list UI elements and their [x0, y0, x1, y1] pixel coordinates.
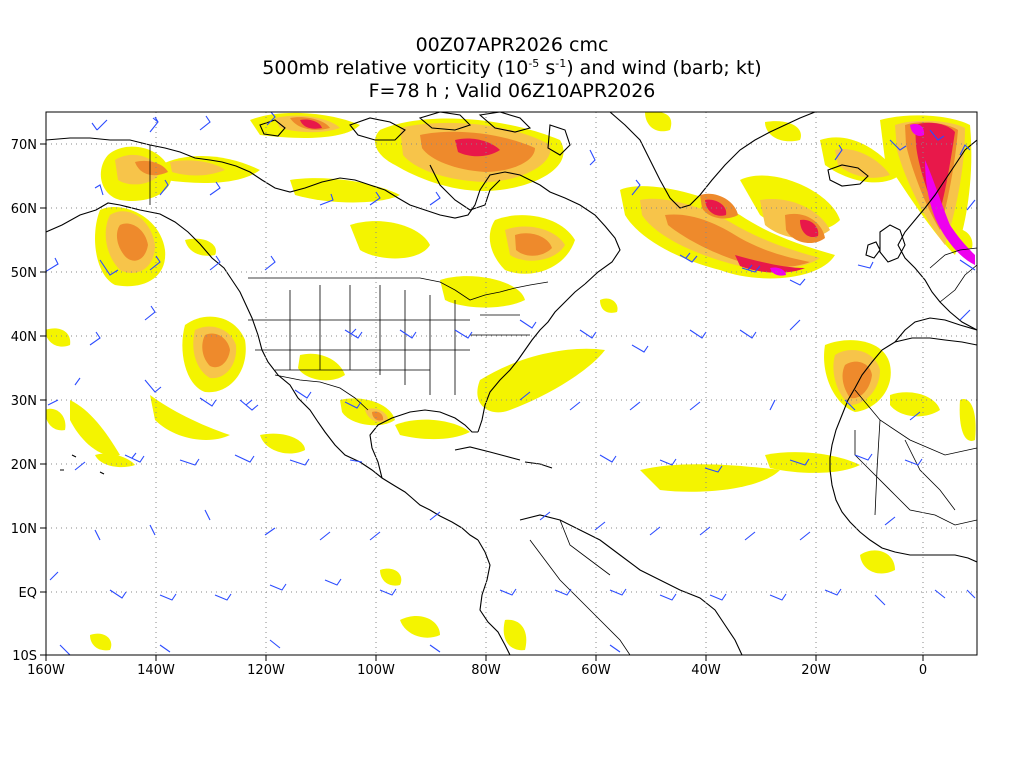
coast-africa-west — [829, 337, 977, 563]
lon-label: 20W — [801, 663, 831, 678]
lon-label: 80W — [471, 663, 501, 678]
lon-label: 0 — [919, 663, 927, 678]
title-exponent-1: -5 — [528, 57, 540, 70]
lon-label: 120W — [247, 663, 285, 678]
lat-label: 70N — [11, 138, 37, 153]
coast-canada-east — [46, 137, 621, 285]
coastlines — [46, 112, 977, 655]
border-europe — [929, 247, 977, 303]
lat-label: 40N — [11, 330, 37, 345]
coast-caribbean-cuba — [454, 446, 553, 469]
wind-barbs — [46, 112, 976, 655]
lat-label: 30N — [11, 394, 37, 409]
lon-label: 100W — [357, 663, 395, 678]
title-line-2-pre: 500mb relative vorticity (10 — [262, 57, 529, 79]
title-exponent-2: -1 — [555, 57, 567, 70]
border-south-america — [529, 519, 631, 655]
lon-label: 60W — [581, 663, 611, 678]
coast-british-isles — [865, 224, 906, 263]
border-us-mexico — [274, 374, 369, 411]
coast-alaska-canada-west — [46, 202, 479, 541]
coast-greenland — [609, 112, 816, 209]
lon-label: 40W — [691, 663, 721, 678]
lat-label: EQ — [19, 586, 37, 601]
lat-label: 20N — [11, 458, 37, 473]
title-line-1: 00Z07APR2026 cmc — [415, 34, 609, 56]
title-line-2-mid: s — [539, 57, 556, 79]
title-line-2: 500mb relative vorticity (10-5 s-1) and … — [0, 57, 1024, 79]
lon-axis-labels: 160W 140W 120W 100W 80W 60W 40W 20W 0 — [27, 663, 927, 678]
lat-axis-labels: 70N 60N 50N 40N 30N 20N 10N EQ 10S — [11, 138, 37, 664]
title-line-3: F=78 h ; Valid 06Z10APR2026 — [368, 80, 656, 102]
lat-lon-grid — [46, 112, 977, 655]
lat-label: 10N — [11, 522, 37, 537]
coast-south-america — [477, 539, 511, 655]
coast-mediterranean — [894, 317, 977, 343]
coast-pacific-islands — [60, 454, 105, 475]
coast-arctic-islands — [259, 112, 571, 156]
lon-label: 140W — [137, 663, 175, 678]
coast-florida-east — [477, 283, 586, 433]
map-frame — [45, 111, 978, 656]
coast-gulf — [369, 409, 478, 479]
border-us-states — [248, 285, 530, 395]
lat-label: 10S — [12, 649, 37, 664]
vorticity-max-areas — [300, 119, 955, 273]
vorticity-extreme-areas — [770, 124, 975, 276]
coast-hudson-bay — [429, 164, 501, 211]
coast-iceland — [827, 164, 869, 187]
political-borders — [149, 145, 977, 655]
border-us-canada — [248, 277, 549, 301]
lat-label: 60N — [11, 202, 37, 217]
coast-south-america-east — [519, 514, 743, 655]
title-line-2-post: ) and wind (barb; kt) — [566, 57, 762, 79]
lon-label: 160W — [27, 663, 65, 678]
lat-label: 50N — [11, 266, 37, 281]
coast-europe — [897, 139, 977, 331]
border-africa — [854, 389, 977, 526]
axis-ticks — [40, 143, 924, 661]
